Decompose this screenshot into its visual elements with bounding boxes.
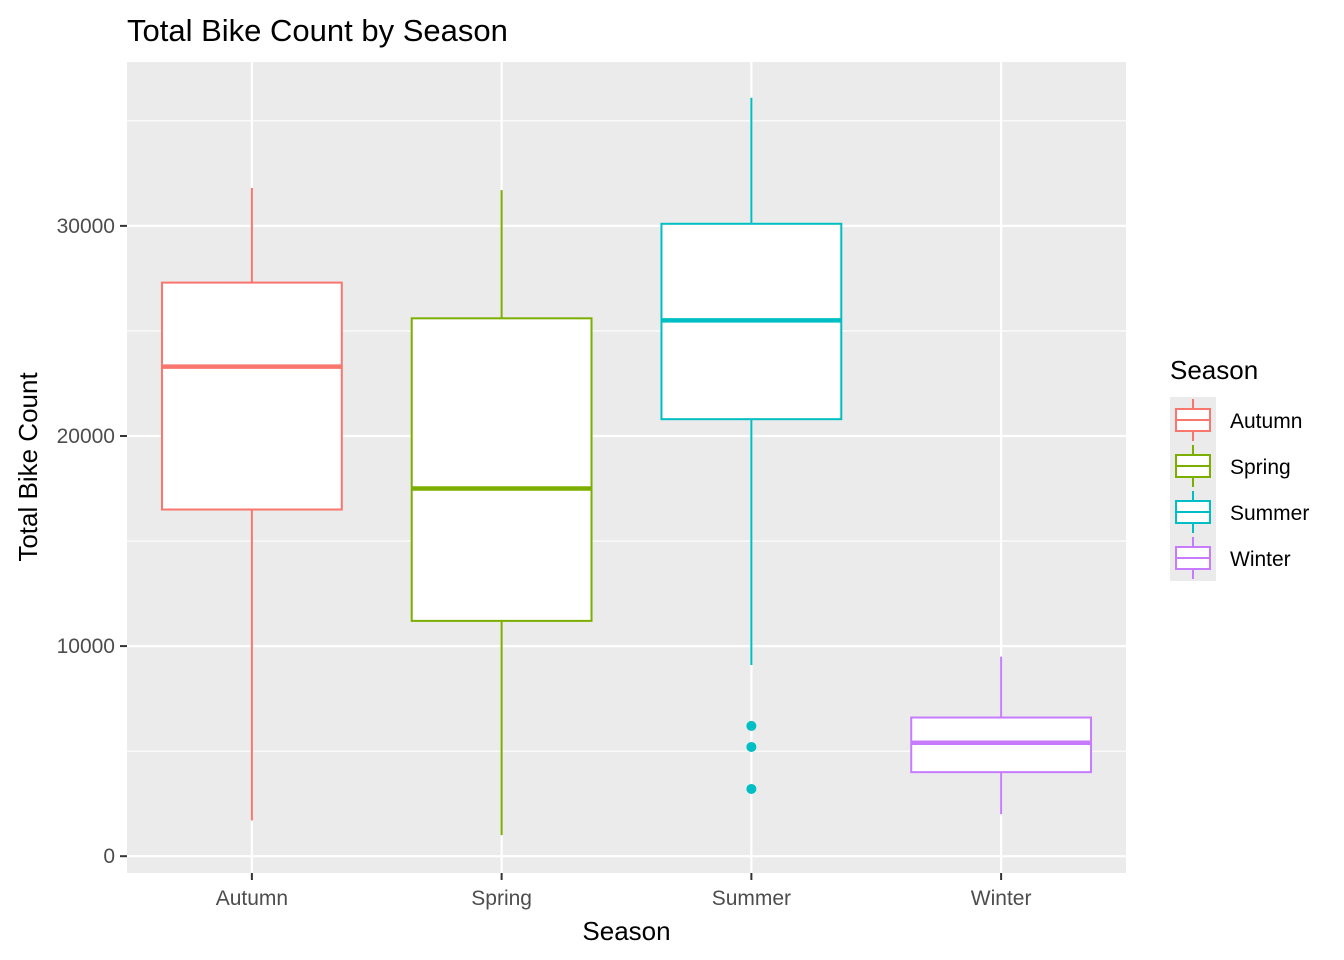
legend-item-winter: Winter [1175, 537, 1291, 579]
x-tick-label: Winter [971, 887, 1032, 910]
box-winter [910, 656, 1093, 815]
legend-label: Winter [1230, 548, 1291, 571]
y-tick-label: 20000 [57, 425, 115, 448]
axes: 0 10000 20000 30000 Autumn Spring Summer Winter [57, 215, 1032, 910]
x-axis-title: Season [582, 916, 670, 946]
iqr-box [410, 317, 593, 622]
iqr-box [160, 281, 343, 511]
legend-label: Autumn [1230, 410, 1302, 433]
x-tick-label: Summer [712, 887, 791, 910]
outlier-point [746, 783, 757, 794]
legend-item-autumn: Autumn [1175, 399, 1302, 441]
box-summer [660, 97, 843, 794]
legend-label: Spring [1230, 456, 1291, 479]
outlier-point [746, 720, 757, 731]
box-spring [410, 190, 593, 836]
outlier-point [746, 741, 757, 752]
legend-item-spring: Spring [1175, 445, 1291, 487]
y-tick-label: 30000 [57, 215, 115, 238]
chart-title: Total Bike Count by Season [127, 13, 508, 48]
legend: Season Autumn Spring Summer Winter [1170, 355, 1309, 581]
legend-title: Season [1170, 355, 1258, 385]
box-autumn [160, 188, 343, 821]
y-tick-label: 10000 [57, 635, 115, 658]
y-tick-label: 0 [103, 845, 115, 868]
legend-item-summer: Summer [1175, 491, 1309, 533]
y-axis-title: Total Bike Count [13, 372, 43, 562]
legend-label: Summer [1230, 502, 1309, 525]
box-layer [160, 97, 1093, 836]
x-tick-label: Spring [471, 887, 532, 910]
x-tick-label: Autumn [216, 887, 288, 910]
